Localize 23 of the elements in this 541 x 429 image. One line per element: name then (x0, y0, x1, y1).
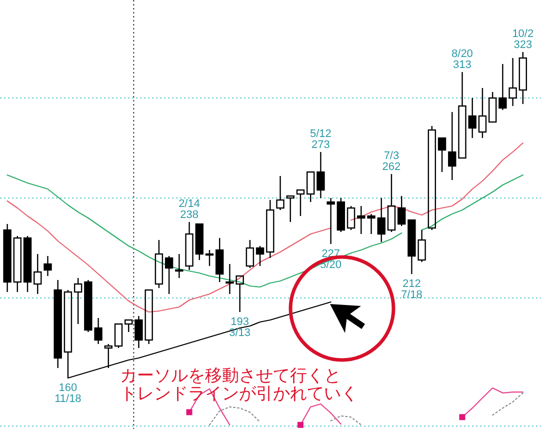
candlestick (3, 223, 12, 293)
candlestick (44, 255, 52, 277)
annotation: 8/20 313 (452, 48, 473, 71)
annotation: カーソルを移動させて行くと (120, 366, 341, 386)
annotation: 7/3 262 (382, 150, 401, 173)
candlestick (367, 213, 376, 235)
candlestick (276, 175, 284, 211)
candlestick (357, 205, 366, 235)
candlestick (316, 151, 325, 199)
candlestick (468, 97, 476, 139)
annotation: 160 11/18 (54, 382, 82, 405)
annotation: 10/2 323 (512, 28, 534, 51)
candlestick (34, 253, 42, 295)
candlestick (266, 199, 274, 259)
candlestick (326, 197, 335, 245)
candlestick (448, 111, 456, 181)
annotation: 5/12 273 (310, 128, 332, 151)
annotation: 193 3/13 (229, 316, 251, 339)
annotation: 2/14 238 (178, 198, 200, 221)
candlestick (54, 279, 62, 369)
annotation: 212 7/18 (400, 278, 422, 301)
candlestick (185, 221, 194, 271)
candlestick (175, 253, 184, 279)
